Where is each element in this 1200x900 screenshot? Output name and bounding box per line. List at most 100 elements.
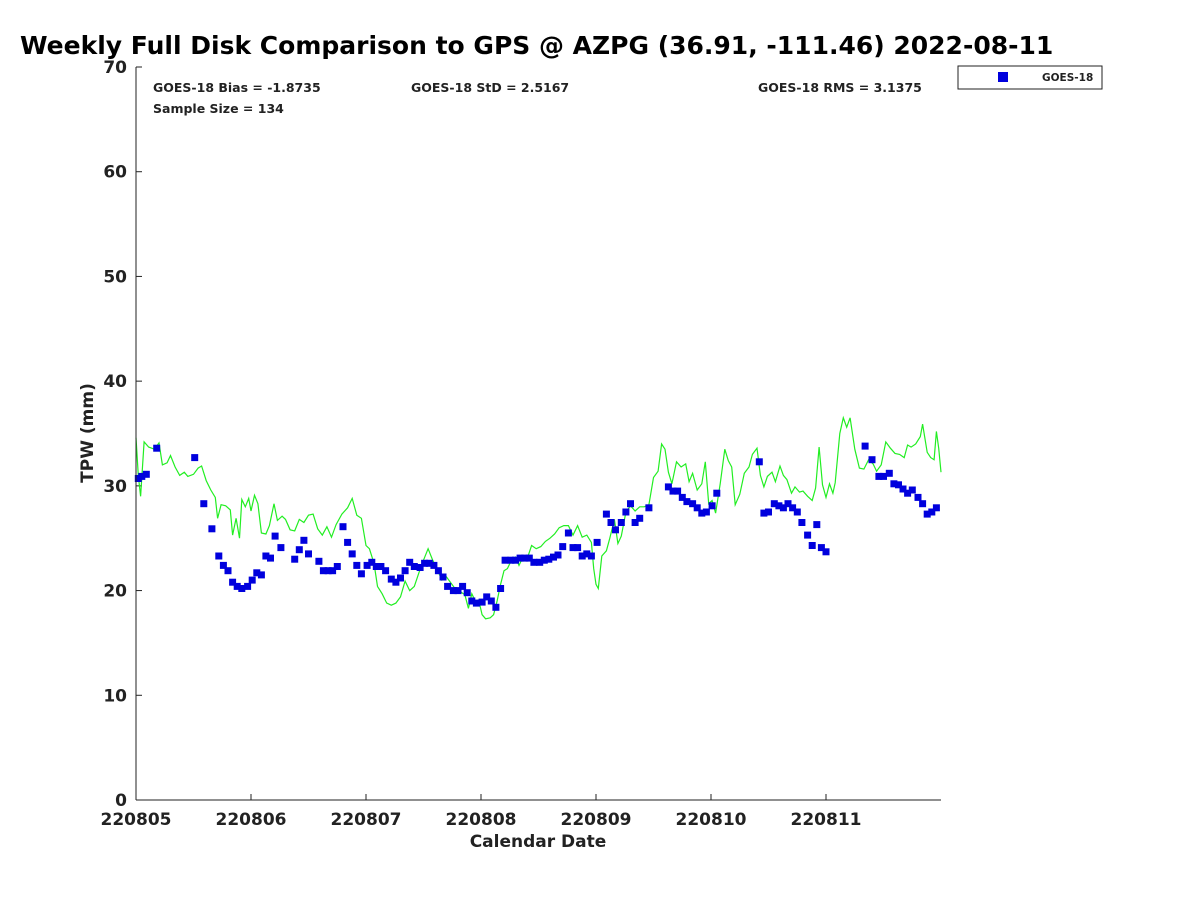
goes18-data-point [804, 531, 812, 539]
goes18-data-point [808, 542, 816, 549]
goes18-data-point [564, 529, 572, 537]
x-tick-label: 220807 [331, 810, 402, 830]
goes18-data-point [291, 555, 299, 563]
goes18-data-point [578, 552, 586, 560]
x-tick-label: 220810 [676, 810, 747, 830]
goes18-data-point [333, 563, 341, 570]
goes18-data-point [617, 519, 625, 526]
goes18-data-point [244, 582, 252, 590]
goes18-data-point [789, 504, 797, 512]
goes18-data-point [895, 481, 902, 489]
y-axis-label: TPW (mm) [78, 383, 98, 483]
goes18-data-point [233, 582, 241, 590]
goes18-data-point [339, 523, 347, 531]
goes18-data-point [410, 563, 418, 570]
stat-rms: GOES-18 RMS = 3.1375 [758, 80, 922, 95]
goes18-data-point [253, 569, 261, 577]
x-axis-label: Calendar Date [470, 832, 607, 852]
goes18-data-point [353, 561, 361, 569]
goes18-data-point [702, 508, 710, 516]
goes18-data-point [861, 442, 869, 450]
goes18-data-point [319, 567, 327, 575]
goes18-data-point [890, 480, 898, 488]
y-tick-label: 50 [103, 267, 127, 287]
goes18-data-point [363, 561, 371, 569]
x-tick-label: 220805 [101, 810, 172, 830]
goes18-data-point [798, 519, 806, 526]
goes18-data-point [300, 536, 308, 544]
goes18-data-point [627, 500, 634, 508]
goes18-data-point [262, 552, 270, 560]
goes18-data-point [277, 544, 285, 552]
goes18-data-point [765, 508, 772, 516]
goes18-data-point [554, 551, 562, 559]
goes18-data-point [636, 514, 644, 522]
goes18-data-point [693, 504, 701, 512]
goes18-data-point [454, 587, 462, 595]
goes18-data-point [536, 558, 544, 566]
goes18-data-point [574, 544, 582, 552]
goes18-data-point [645, 504, 653, 512]
goes18-data-point [530, 558, 538, 566]
stat-std: GOES-18 StD = 2.5167 [411, 80, 569, 95]
y-tick-label: 20 [103, 582, 127, 602]
y-ticks: 0 10 20 30 40 50 60 70 [103, 58, 142, 811]
goes18-data-point [919, 500, 927, 508]
goes18-data-point [229, 578, 237, 586]
goes18-data-point [392, 578, 400, 586]
goes18-data-point [817, 544, 825, 552]
goes18-data-point [200, 500, 208, 508]
stat-bias: GOES-18 Bias = -1.8735 [153, 80, 321, 95]
goes18-data-point [191, 454, 199, 462]
goes18-data-point [215, 552, 223, 560]
goes18-data-point [932, 504, 940, 512]
goes18-data-point [501, 556, 509, 564]
plot-area [136, 67, 941, 800]
goes18-data-point [793, 508, 801, 516]
gps-series-line [135, 415, 942, 620]
goes18-data-point [248, 576, 256, 584]
goes18-data-point [416, 564, 424, 571]
goes18-data-point [208, 525, 216, 533]
goes18-data-point [689, 500, 697, 508]
x-tick-label: 220806 [216, 810, 287, 830]
goes18-data-point [770, 500, 778, 508]
goes18-data-point [914, 493, 922, 501]
goes18-data-point [492, 603, 500, 611]
goes18-data-point [344, 538, 352, 546]
x-ticks: 220805 220806 220807 220808 220809 220810 2208… [101, 794, 861, 830]
goes18-data-point [257, 571, 265, 579]
goes18-data-point [224, 567, 232, 575]
goes18-data-point [602, 510, 610, 518]
goes18-data-point [406, 558, 414, 566]
goes18-data-point [775, 502, 783, 510]
goes18-data-point [267, 554, 274, 562]
goes18-data-point [593, 538, 601, 546]
goes18-data-point [425, 559, 433, 567]
goes18-data-point [463, 589, 471, 597]
y-tick-label: 70 [103, 58, 127, 78]
legend-entry-goes18: GOES-18 [1042, 72, 1093, 84]
goes18-data-point [357, 570, 365, 578]
y-tick-label: 0 [115, 791, 127, 811]
goes18-data-point [142, 470, 150, 478]
goes-series [134, 442, 940, 611]
goes18-data-point [755, 458, 763, 466]
goes18-data-point [698, 509, 706, 517]
y-tick-label: 60 [103, 163, 127, 183]
goes18-data-point [372, 563, 380, 570]
goes18-data-point [875, 472, 883, 480]
y-tick-label: 40 [103, 372, 127, 392]
goes18-data-point [885, 469, 893, 477]
goes18-data-point [295, 546, 303, 554]
goes18-data-point [387, 575, 395, 583]
stat-sample-size: Sample Size = 134 [153, 101, 284, 116]
goes18-data-point [421, 559, 429, 567]
goes18-data-point [708, 502, 716, 510]
goes18-data-point [459, 582, 467, 590]
goes18-data-point [401, 567, 409, 575]
goes18-data-point [382, 567, 390, 575]
goes18-data-point [483, 593, 491, 601]
goes18-data-point [631, 519, 639, 526]
